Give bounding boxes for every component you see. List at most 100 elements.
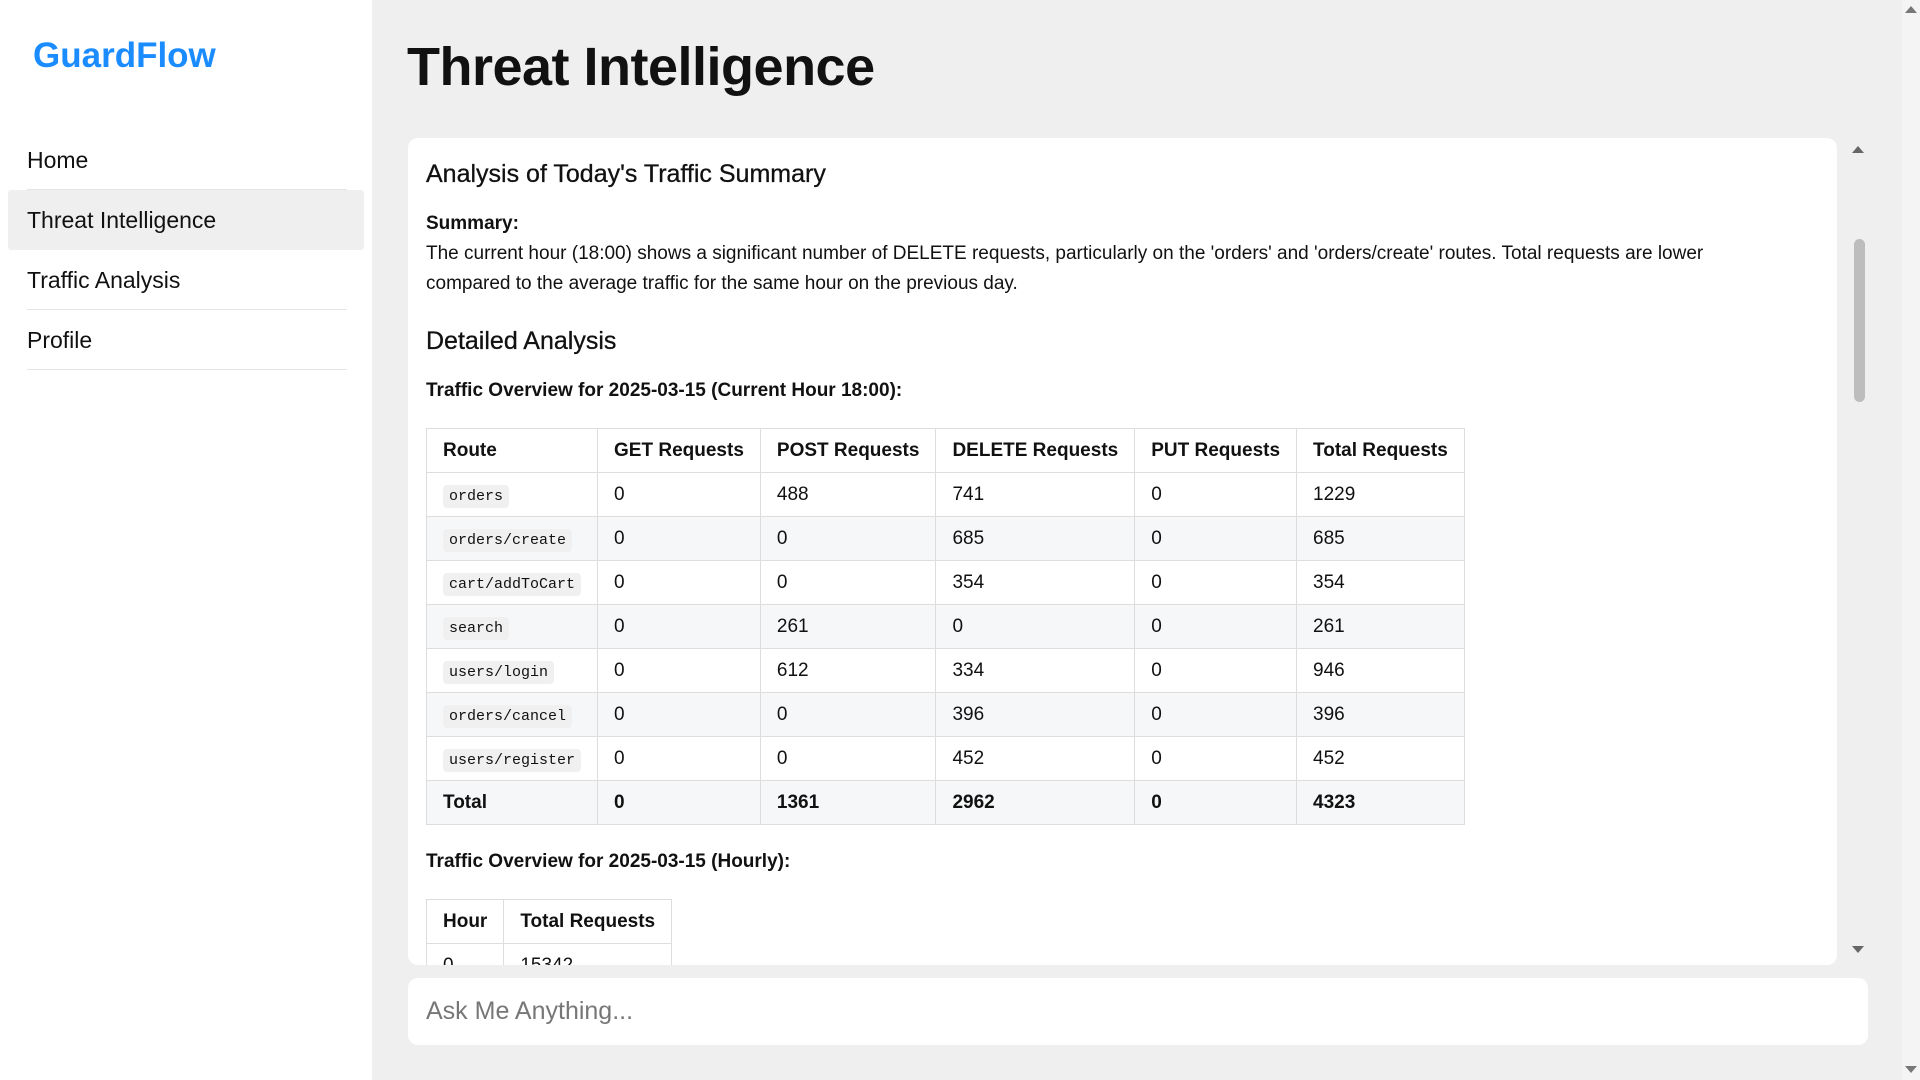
- table-cell: search: [425, 604, 599, 649]
- scroll-up[interactable]: [1852, 146, 1864, 153]
- table-cell: 946: [1296, 648, 1465, 693]
- report-heading: Analysis of Today's Traffic Summary: [426, 160, 826, 188]
- table-row: cart/addToCart 0 0 354 0 354: [425, 560, 1465, 605]
- table-cell: 0: [1134, 604, 1298, 649]
- nav-item[interactable]: Threat Intelligence: [8, 190, 364, 250]
- section-heading: Detailed Analysis: [426, 327, 617, 355]
- column-header: Total Requests: [503, 899, 673, 944]
- scroll-up[interactable]: [1905, 6, 1917, 13]
- scroll-thumb[interactable]: [1854, 239, 1865, 402]
- table-caption: Traffic Overview for 2025-03-15 (Hourly)…: [426, 851, 791, 872]
- table-cell: 4323: [1296, 780, 1465, 825]
- table-cell: 334: [935, 648, 1136, 693]
- column-header: Total Requests: [1296, 428, 1465, 473]
- column-header: PUT Requests: [1134, 428, 1298, 473]
- table-row: search 0 261 0 0 261: [425, 604, 1465, 649]
- table-caption: Traffic Overview for 2025-03-15 (Current…: [426, 380, 903, 401]
- hourly-table: Hour Total Requests 0 15342: [425, 899, 673, 965]
- table-cell: 452: [935, 736, 1136, 781]
- table-cell: 452: [1296, 736, 1465, 781]
- table-cell: 354: [1296, 560, 1465, 605]
- summary-label: Summary:: [426, 213, 519, 234]
- table-cell: 0: [597, 692, 761, 737]
- table-cell: 0: [759, 692, 937, 737]
- table-cell: 0: [597, 780, 761, 825]
- scroll-down[interactable]: [1852, 946, 1864, 953]
- page-scrollbar[interactable]: [1902, 0, 1920, 1080]
- route-code: orders/create: [443, 528, 573, 552]
- chat-input[interactable]: [408, 978, 1868, 1045]
- table-cell: 0: [1134, 560, 1298, 605]
- table-cell: 0: [935, 604, 1136, 649]
- nav: Home Threat Intelligence Traffic Analysi…: [0, 130, 372, 370]
- table-row: 0 15342: [425, 943, 673, 965]
- table-cell: 0: [597, 472, 761, 517]
- page-title: Threat Intelligence: [407, 37, 875, 97]
- route-code: orders/cancel: [443, 704, 573, 728]
- brand[interactable]: GuardFlow: [33, 36, 216, 75]
- column-header: POST Requests: [759, 428, 937, 473]
- route-code: users/register: [443, 748, 582, 772]
- scroll-down[interactable]: [1905, 1066, 1917, 1073]
- column-header: DELETE Requests: [935, 428, 1136, 473]
- route-code: cart/addToCart: [443, 572, 582, 596]
- table-cell: 0: [1134, 472, 1298, 517]
- summary-text: The current hour (18:00) shows a signifi…: [426, 243, 1704, 294]
- table-cell: 0: [597, 516, 761, 561]
- table-cell: 261: [1296, 604, 1465, 649]
- header-row: Hour Total Requests: [425, 899, 673, 944]
- table-cell: 0: [597, 604, 761, 649]
- nav-item[interactable]: Home: [27, 130, 347, 190]
- table-row: orders/cancel 0 0 396 0 396: [425, 692, 1465, 737]
- table-cell: 0: [1134, 736, 1298, 781]
- table-cell: 0: [1134, 692, 1298, 737]
- table-cell: 15342: [503, 943, 673, 965]
- table-cell: 0: [1134, 780, 1298, 825]
- table-cell: 354: [935, 560, 1136, 605]
- table-cell: 0: [1134, 516, 1298, 561]
- table-row: orders 0 488 741 0 1229: [425, 472, 1465, 517]
- table-cell: orders/cancel: [425, 692, 599, 737]
- table-cell: Total: [425, 780, 599, 825]
- sidebar: GuardFlow Home Threat Intelligence Traff…: [0, 0, 372, 1080]
- table-cell: 0: [597, 648, 761, 693]
- table-cell: 261: [759, 604, 937, 649]
- table-cell: 0: [759, 560, 937, 605]
- table-cell: orders/create: [425, 516, 599, 561]
- nav-item[interactable]: Profile: [27, 310, 347, 370]
- table-cell: 1361: [759, 780, 937, 825]
- table-cell: 741: [935, 472, 1136, 517]
- report-panel: Analysis of Today's Traffic Summary Summ…: [408, 138, 1837, 965]
- route-code: orders: [443, 484, 510, 508]
- table-cell: cart/addToCart: [425, 560, 599, 605]
- total-row: Total 0 1361 2962 0 4323: [425, 780, 1465, 825]
- nav-item[interactable]: Traffic Analysis: [27, 250, 347, 310]
- table-cell: 396: [1296, 692, 1465, 737]
- route-code: users/login: [443, 660, 555, 684]
- header-row: Route GET Requests POST Requests DELETE Req…: [425, 428, 1465, 473]
- table-cell: 488: [759, 472, 937, 517]
- column-header: Route: [425, 428, 599, 473]
- table-cell: users/login: [425, 648, 599, 693]
- column-header: Hour: [425, 899, 505, 944]
- table-cell: 0: [759, 736, 937, 781]
- table-cell: 612: [759, 648, 937, 693]
- table-cell: 685: [935, 516, 1136, 561]
- table-row: users/register 0 0 452 0 452: [425, 736, 1465, 781]
- table-cell: 0: [597, 560, 761, 605]
- table-cell: 0: [425, 943, 505, 965]
- table-cell: 1229: [1296, 472, 1465, 517]
- table-cell: orders: [425, 472, 599, 517]
- table-cell: 0: [759, 516, 937, 561]
- table-cell: users/register: [425, 736, 599, 781]
- table-cell: 0: [1134, 648, 1298, 693]
- table-row: orders/create 0 0 685 0 685: [425, 516, 1465, 561]
- panel-scrollbar[interactable]: [1848, 138, 1868, 965]
- column-header: GET Requests: [597, 428, 761, 473]
- route-code: search: [443, 616, 510, 640]
- table-cell: 2962: [935, 780, 1136, 825]
- table-cell: 0: [597, 736, 761, 781]
- table-cell: 396: [935, 692, 1136, 737]
- table-row: users/login 0 612 334 0 946: [425, 648, 1465, 693]
